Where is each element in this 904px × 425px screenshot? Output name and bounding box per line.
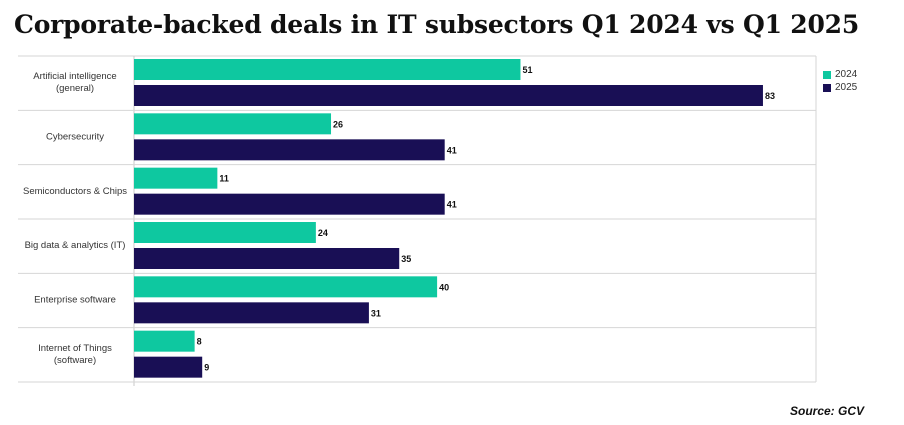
data-label: 26 [333, 119, 343, 129]
category-label-line: Internet of Things [38, 343, 112, 354]
category-label: Artificial intelligence (general) [33, 71, 116, 94]
category-label-line: Big data & analytics (IT) [25, 240, 126, 251]
legend-label-2024: 2024 [835, 69, 858, 80]
category-label-line: Artificial intelligence [33, 71, 116, 82]
category-label: Internet of Things (software) [38, 343, 112, 366]
data-label: 9 [204, 363, 209, 373]
category-label: Big data & analytics (IT) [25, 240, 126, 251]
bar-2025 [134, 139, 445, 161]
legend: 2024 2025 [823, 68, 857, 94]
data-label: 35 [401, 254, 411, 264]
data-label: 41 [447, 145, 457, 155]
data-label: 41 [447, 200, 457, 210]
bar-2025 [134, 248, 400, 269]
bar-2024 [134, 167, 218, 189]
bar-2024 [134, 59, 521, 80]
bar-2024 [134, 113, 332, 135]
bars [134, 59, 763, 378]
category-label: Cybersecurity [46, 132, 104, 143]
legend-item-2025: 2025 [823, 81, 857, 94]
data-label: 40 [439, 282, 449, 292]
chart-title: Corporate-backed deals in IT subsectors … [14, 10, 860, 39]
legend-swatch-2024 [823, 70, 831, 79]
category-label-line: Cybersecurity [46, 132, 104, 143]
data-label: 8 [197, 337, 202, 347]
category-label-line: Semiconductors & Chips [23, 186, 127, 197]
category-label: Enterprise software [34, 295, 116, 306]
category-labels: Artificial intelligence (general) Cybersec… [23, 71, 127, 366]
bar-2025 [134, 356, 203, 378]
bar-2025 [134, 193, 445, 215]
source-note: Source: GCV [789, 404, 864, 418]
legend-label-2025: 2025 [835, 82, 858, 93]
plot-frame [18, 55, 817, 386]
data-label: 83 [765, 91, 775, 101]
legend-item-2024: 2024 [823, 68, 857, 81]
category-label-line: (software) [54, 355, 96, 366]
category-label-line: Enterprise software [34, 295, 116, 306]
data-label: 24 [318, 228, 328, 238]
bar-2024 [134, 222, 316, 243]
bar-2024 [134, 276, 438, 298]
data-label: 31 [371, 308, 381, 318]
bar-2024 [134, 330, 195, 352]
data-label: 11 [219, 174, 229, 184]
legend-swatch-2025 [823, 83, 831, 92]
bar-2025 [134, 85, 763, 106]
data-labels: 51 83 26 41 11 41 24 35 40 31 8 9 [197, 65, 775, 373]
data-label: 51 [522, 65, 532, 75]
category-label-line: (general) [56, 83, 94, 94]
bar-2025 [134, 302, 369, 324]
category-label: Semiconductors & Chips [23, 186, 127, 197]
